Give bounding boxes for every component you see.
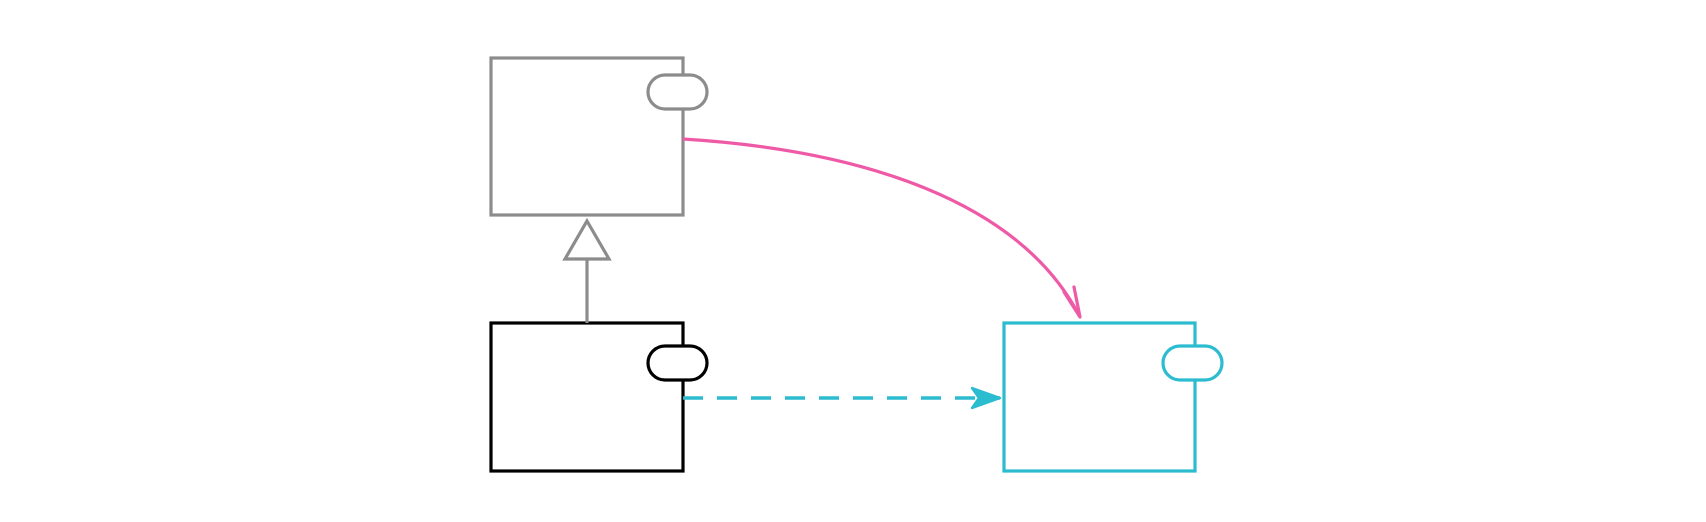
association-arrowhead [1062, 285, 1082, 319]
child-component-port [646, 344, 709, 382]
target-component-port [1161, 344, 1224, 382]
target-component-body [1002, 321, 1197, 473]
association-line [682, 137, 1082, 318]
parent-component-body [489, 56, 685, 217]
parent-component[interactable] [489, 56, 709, 217]
generalization-arrowhead [562, 217, 612, 261]
association-connector[interactable] [682, 137, 1082, 319]
generalization-connector[interactable] [562, 217, 612, 323]
dependency-connector[interactable] [683, 386, 1002, 410]
target-component[interactable] [1002, 321, 1224, 473]
dependency-arrowhead [970, 386, 1002, 410]
parent-component-port [646, 73, 709, 111]
